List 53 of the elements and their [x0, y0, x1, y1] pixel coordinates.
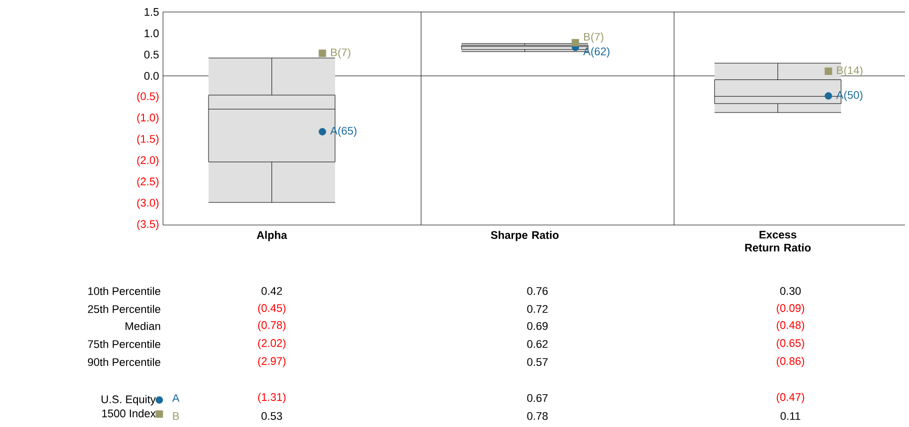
text: 0.76	[527, 287, 548, 295]
text: 0.30	[780, 287, 801, 295]
data-label: 0.67	[527, 394, 548, 402]
y-tick-label: 1.0	[144, 29, 159, 38]
y-tick-label: (1.0)	[137, 113, 158, 124]
text: 0.57	[527, 358, 548, 366]
data-label: (1.31)	[258, 392, 286, 404]
text: (0.09)	[776, 304, 804, 314]
text: 75th Percentile	[88, 340, 160, 348]
text: (0.78)	[258, 320, 286, 332]
text: A	[172, 394, 180, 402]
y-tick-label: (2.5)	[137, 177, 158, 188]
y-tick-label: (2.0)	[137, 156, 158, 166]
text: 0.42	[262, 287, 282, 295]
text: B	[173, 412, 179, 420]
data-label: (0.47)	[776, 392, 804, 404]
y-tick-label: (0.5)	[137, 92, 158, 102]
text: (0.86)	[776, 356, 804, 368]
x-tick-label: Alpha	[256, 230, 288, 242]
annotation: B(7)	[331, 48, 350, 58]
text: 90th Percentile	[88, 358, 160, 366]
text: (0.65)	[776, 338, 804, 350]
y-tick-label: (3.5)	[137, 220, 158, 230]
text: (2.97)	[258, 356, 286, 368]
y-tick-label: 1.5	[144, 8, 159, 16]
y-tick-label: 0.0	[144, 72, 159, 80]
point	[824, 92, 832, 100]
text: 0.62	[527, 340, 548, 348]
text: Median	[126, 322, 160, 330]
data-label: 0.53	[262, 412, 282, 420]
annotation: B(14)	[837, 66, 862, 76]
point	[572, 38, 580, 46]
data-label: 0.78	[527, 412, 548, 420]
annotation: B(7)	[584, 32, 604, 43]
point	[318, 128, 326, 136]
annotation: A(62)	[583, 47, 610, 58]
point	[318, 50, 326, 58]
x-tick-label: Sharpe Ratio	[490, 230, 559, 242]
text: 0.72	[527, 305, 548, 313]
text: 25th Percentile	[88, 304, 160, 314]
legend-label: 1500 Index	[102, 409, 156, 418]
text: (2.02)	[258, 338, 286, 350]
y-tick-label: 0.5	[144, 50, 159, 58]
y-tick-label: (3.0)	[137, 198, 158, 209]
legend-label: U.S. Equity	[102, 395, 156, 406]
text: (0.48)	[776, 320, 804, 332]
x-tick-label: Excess Return Ratio	[745, 230, 811, 252]
text: 0.69	[527, 322, 548, 330]
text: (0.45)	[258, 304, 286, 314]
point	[824, 68, 832, 75]
y-tick-label: (1.5)	[137, 134, 158, 145]
data-label: 0.11	[780, 412, 800, 420]
text: 10th Percentile	[88, 286, 160, 296]
